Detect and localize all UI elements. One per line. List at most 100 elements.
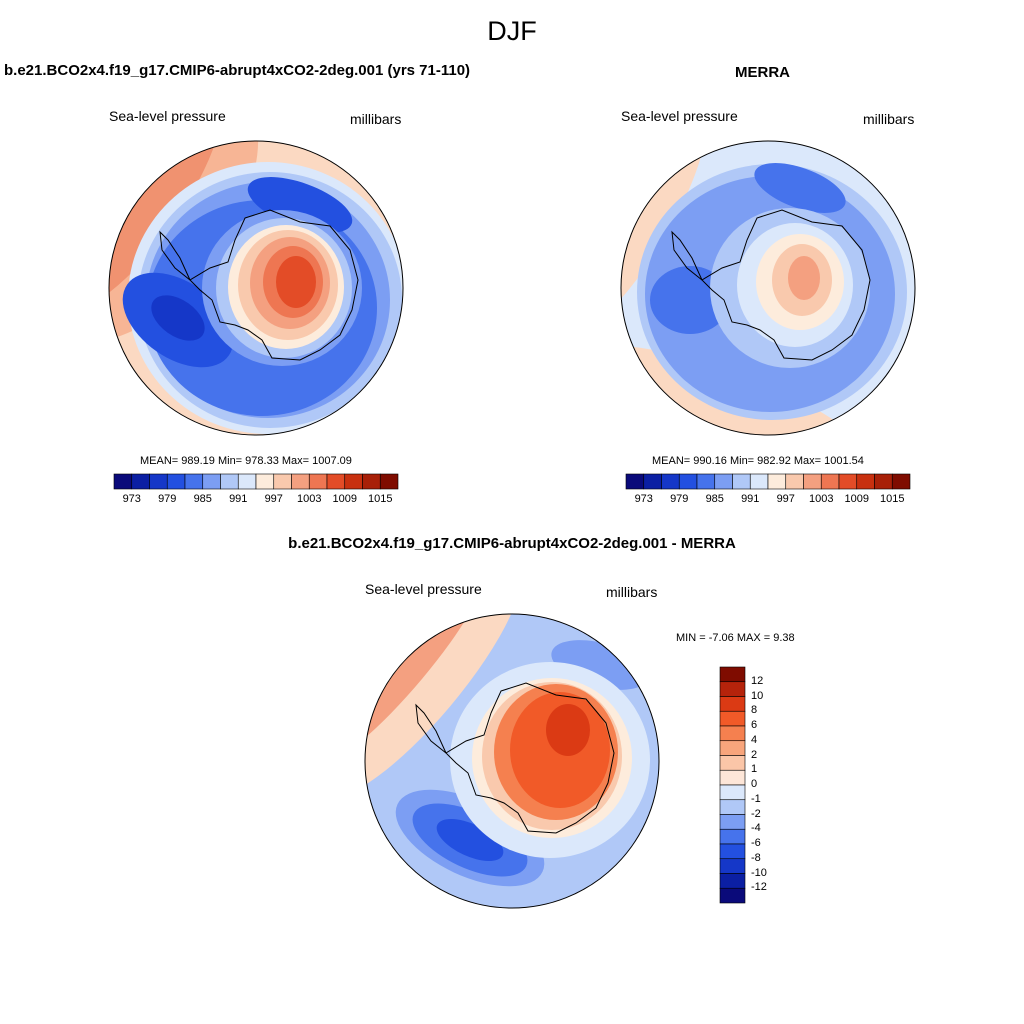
colorbar-swatch xyxy=(166,473,186,490)
colorbar-swatch xyxy=(803,473,822,490)
colorbar-swatch xyxy=(874,473,893,490)
obs-colorbar xyxy=(625,473,911,490)
peninsula-coastline xyxy=(671,230,703,281)
peninsula-coastline xyxy=(159,230,191,281)
colorbar-swatch xyxy=(719,828,746,845)
colorbar-swatch xyxy=(719,740,746,756)
colorbar-tick-label: 997 xyxy=(776,493,795,505)
colorbar-tick-label: 1009 xyxy=(332,493,357,505)
colorbar-swatch xyxy=(308,473,328,490)
colorbar-swatch xyxy=(820,473,840,490)
colorbar-swatch xyxy=(131,473,150,490)
colorbar-tick-label: 8 xyxy=(751,704,758,717)
colorbar-swatch xyxy=(661,473,680,490)
diff-panel-title: b.e21.BCO2x4.f19_g17.CMIP6-abrupt4xCO2-2… xyxy=(288,535,736,552)
colorbar-tick-label: 1003 xyxy=(809,493,834,505)
colorbar-tick-label: 991 xyxy=(229,493,248,505)
colorbar-swatch xyxy=(719,666,746,683)
colorbar-tick-label: 985 xyxy=(193,493,212,505)
colorbar-swatch xyxy=(184,473,204,490)
colorbar-tick-label: 1015 xyxy=(368,493,393,505)
diff-variable-label: Sea-level pressure xyxy=(365,581,482,597)
obs-polar-map xyxy=(620,140,916,436)
figure-title: DJF xyxy=(487,16,537,46)
colorbar-swatch xyxy=(719,710,746,727)
map-field xyxy=(247,177,353,233)
model-panel-title: b.e21.BCO2x4.f19_g17.CMIP6-abrupt4xCO2-2… xyxy=(4,62,471,79)
colorbar-tick-label: -10 xyxy=(751,866,767,879)
colorbar-swatch xyxy=(856,473,875,490)
colorbar-swatch xyxy=(362,473,381,490)
colorbar-swatch xyxy=(149,473,168,490)
map-boundary xyxy=(364,613,660,909)
colorbar-swatch xyxy=(719,696,746,712)
map-field xyxy=(650,266,730,334)
colorbar-tick-label: 10 xyxy=(751,689,764,702)
colorbar-tick-label: 2 xyxy=(751,748,758,761)
colorbar-tick-label: 1015 xyxy=(880,493,905,505)
colorbar-swatch xyxy=(344,473,363,490)
colorbar-tick-label: 973 xyxy=(122,493,141,505)
colorbar-tick-label: 1009 xyxy=(844,493,869,505)
colorbar-swatch xyxy=(838,473,858,490)
antarctica-coastline xyxy=(445,682,615,834)
model-polar-map xyxy=(108,140,404,436)
colorbar-swatch xyxy=(202,473,221,490)
colorbar-tick-label: 1 xyxy=(751,763,758,776)
map-field xyxy=(436,818,504,862)
colorbar-swatch xyxy=(785,473,804,490)
colorbar-swatch xyxy=(719,858,746,874)
colorbar-swatch xyxy=(719,873,746,889)
obs-panel-title: MERRA xyxy=(735,64,790,81)
diff-stats: MIN = -7.06 MAX = 9.38 xyxy=(676,632,795,644)
model-stats: MEAN= 989.19 Min= 978.33 Max= 1007.09 xyxy=(140,455,352,467)
colorbar-swatch xyxy=(291,473,310,490)
antarctica-coastline xyxy=(189,209,359,361)
colorbar-swatch xyxy=(696,473,716,490)
colorbar-swatch xyxy=(719,681,746,697)
colorbar-swatch xyxy=(255,473,275,490)
colorbar-swatch xyxy=(678,473,698,490)
colorbar-swatch xyxy=(643,473,662,490)
colorbar-swatch xyxy=(719,814,746,830)
colorbar-swatch xyxy=(237,473,257,490)
peninsula-coastline xyxy=(415,703,447,754)
colorbar-tick-label: -4 xyxy=(751,822,761,835)
colorbar-swatch xyxy=(379,473,399,490)
colorbar-tick-label: 12 xyxy=(751,674,764,687)
diff-polar-map xyxy=(364,613,660,909)
model-units-label: millibars xyxy=(350,111,402,127)
map-field xyxy=(546,704,590,756)
colorbar-swatch xyxy=(719,755,746,771)
colorbar-swatch xyxy=(719,843,746,860)
colorbar-swatch xyxy=(719,784,746,801)
map-field xyxy=(788,256,820,300)
colorbar-swatch xyxy=(891,473,911,490)
model-variable-label: Sea-level pressure xyxy=(109,108,226,124)
colorbar-swatch xyxy=(220,473,239,490)
colorbar-swatch xyxy=(719,799,746,815)
colorbar-tick-label: 979 xyxy=(158,493,177,505)
map-boundary xyxy=(620,140,916,436)
colorbar-tick-label: 6 xyxy=(751,719,758,731)
colorbar-swatch xyxy=(113,473,133,490)
colorbar-swatch xyxy=(719,725,746,742)
colorbar-swatch xyxy=(714,473,733,490)
colorbar-tick-label: 991 xyxy=(741,493,760,505)
colorbar-tick-label: 997 xyxy=(264,493,283,505)
map-field xyxy=(151,295,205,341)
colorbar-swatch xyxy=(732,473,751,490)
colorbar-tick-label: -1 xyxy=(751,792,761,805)
antarctica-coastline xyxy=(701,209,871,361)
colorbar-swatch xyxy=(326,473,346,490)
colorbar-tick-label: 973 xyxy=(634,493,653,505)
colorbar-tick-label: 1003 xyxy=(297,493,322,505)
colorbar-tick-label: 979 xyxy=(670,493,689,505)
colorbar-swatch xyxy=(767,473,787,490)
colorbar-tick-label: -12 xyxy=(751,881,767,894)
colorbar-swatch xyxy=(749,473,769,490)
obs-units-label: millibars xyxy=(863,111,915,127)
colorbar-tick-label: 4 xyxy=(751,733,758,746)
colorbar-swatch xyxy=(719,769,746,786)
